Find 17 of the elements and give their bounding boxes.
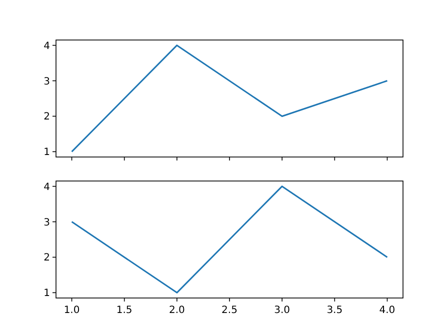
y-tick-label: 1 <box>44 288 50 300</box>
x-tick-label: 4.0 <box>379 305 396 316</box>
y-tick-label: 2 <box>44 252 50 264</box>
line-series <box>71 44 388 152</box>
x-tick-label: 2.0 <box>168 305 185 316</box>
y-tick-label: 1 <box>44 147 50 158</box>
x-tick-label: 2.5 <box>222 305 238 316</box>
x-tick-label: 3.0 <box>274 305 290 316</box>
line-series <box>71 186 388 294</box>
x-tick-label: 3.5 <box>326 305 343 316</box>
y-tick-label: 4 <box>44 182 50 193</box>
y-tick-label: 3 <box>44 217 50 228</box>
x-tick-label: 1.5 <box>116 305 132 316</box>
y-tick-label: 2 <box>44 112 50 123</box>
x-tick-label: 1.0 <box>64 305 80 316</box>
y-tick-label: 3 <box>44 76 50 88</box>
y-tick-label: 4 <box>44 40 50 52</box>
